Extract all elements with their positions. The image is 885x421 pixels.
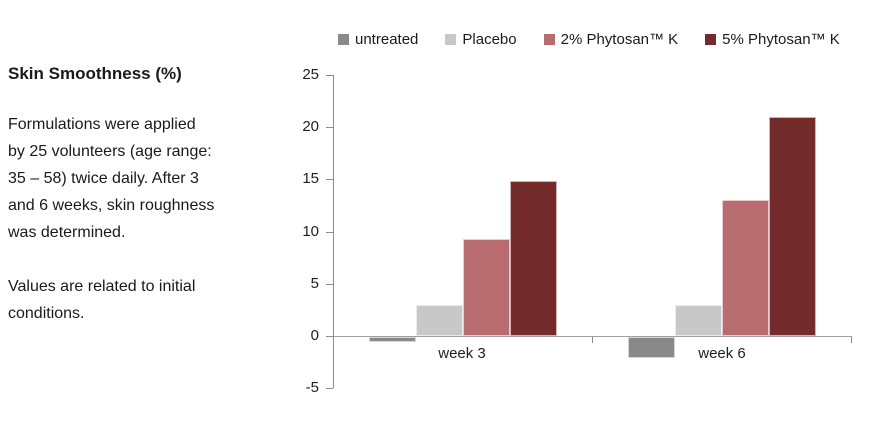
- bar-5-phytosan-k-week-3: [510, 181, 557, 336]
- y-axis-tick: [326, 75, 333, 76]
- y-axis-tick-label: 15: [302, 170, 319, 187]
- legend-item-5-phytosan-k: 5% Phytosan™ K: [705, 31, 840, 48]
- legend-swatch-untreated: [338, 34, 349, 45]
- description-text: Formulations were applied by 25 voluntee…: [8, 116, 215, 241]
- bar-placebo-week-3: [416, 305, 463, 336]
- y-axis-tick-label: 0: [310, 327, 319, 344]
- bar-2-phytosan-k-week-6: [722, 200, 769, 336]
- y-axis-tick: [326, 127, 333, 128]
- x-axis-category-label: week 3: [438, 345, 486, 362]
- legend-label: 2% Phytosan™ K: [560, 31, 679, 48]
- y-axis-tick-label: 10: [302, 223, 319, 240]
- legend-swatch-2-phytosan-k: [543, 34, 555, 45]
- x-axis-category-label: week 6: [698, 345, 746, 362]
- y-axis-line: [333, 75, 334, 388]
- legend-label: untreated: [355, 31, 419, 48]
- x-axis-tick: [592, 337, 593, 343]
- y-axis-tick-label: 25: [302, 66, 319, 83]
- legend-label: 5% Phytosan™ K: [722, 31, 840, 48]
- bar-untreated-week-3: [369, 337, 416, 342]
- legend-item-placebo: Placebo: [445, 31, 517, 48]
- bar-placebo-week-6: [675, 305, 722, 336]
- y-axis-tick: [326, 284, 333, 285]
- note-text: Values are related to initial conditions…: [8, 278, 196, 322]
- bar-untreated-week-6: [628, 337, 675, 358]
- bar-2-phytosan-k-week-3: [463, 239, 510, 336]
- x-axis-tick: [851, 337, 852, 343]
- bar-5-phytosan-k-week-6: [769, 117, 816, 336]
- y-axis-tick: [326, 179, 333, 180]
- y-axis-tick-label: 5: [310, 275, 319, 292]
- legend-item-untreated: untreated: [338, 31, 418, 48]
- y-axis-tick-label: 20: [302, 118, 319, 135]
- y-axis-tick-label: -5: [305, 379, 319, 396]
- chart-legend: untreated Placebo 2% Phytosan™ K 5% Phytosa…: [338, 31, 840, 48]
- legend-label: Placebo: [462, 31, 517, 48]
- info-panel: Skin Smoothness (%) Formulations were ap…: [8, 62, 260, 354]
- y-axis-tick: [326, 232, 333, 233]
- y-axis-tick: [326, 388, 333, 389]
- x-axis-zero-line: [333, 336, 852, 337]
- legend-item-2-phytosan-k: 2% Phytosan™ K: [543, 31, 679, 48]
- chart-title: Skin Smoothness (%): [8, 64, 182, 83]
- legend-swatch-placebo: [445, 34, 457, 45]
- y-axis-tick: [326, 336, 333, 337]
- legend-swatch-5-phytosan-k: [705, 34, 717, 45]
